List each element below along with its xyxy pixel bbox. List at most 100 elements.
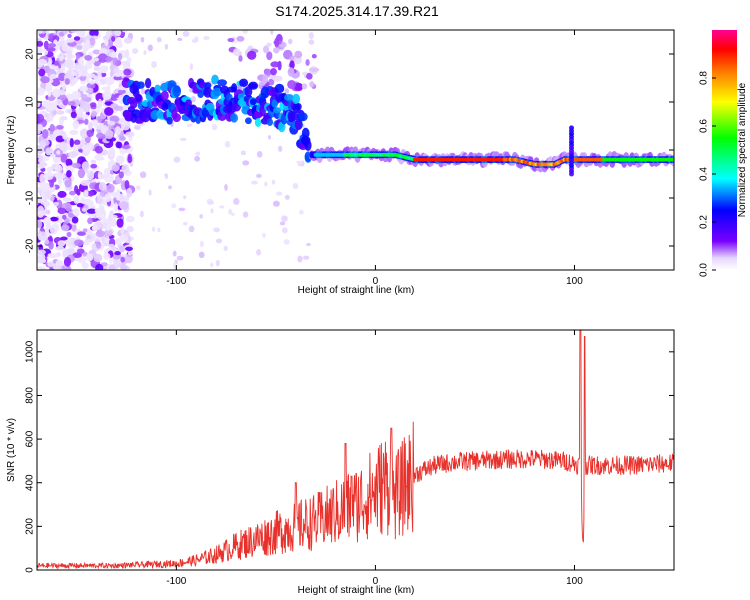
colorbar-label: Normalized spectral amplitude <box>737 82 748 217</box>
noise-blob <box>189 63 194 71</box>
noise-blob <box>138 123 145 127</box>
noise-blob <box>76 202 84 208</box>
noise-blob <box>48 134 57 142</box>
noise-blob <box>228 208 232 215</box>
spectrogram-x-tick-label: 100 <box>566 276 583 287</box>
noise-blob <box>37 230 42 241</box>
noise-blob <box>275 191 283 196</box>
snr-x-tick-label: 0 <box>373 576 379 587</box>
noise-blob <box>168 185 172 190</box>
noise-blob <box>121 164 130 174</box>
noise-blob <box>50 216 58 222</box>
ridge-blob <box>137 81 145 89</box>
noise-blob <box>103 252 111 260</box>
noise-blob <box>76 30 86 38</box>
spectrogram-y-tick-label: -10 <box>25 190 36 205</box>
noise-blob <box>123 37 133 44</box>
ridge-blob <box>212 87 223 97</box>
ridge-blob <box>231 83 238 93</box>
noise-blob <box>67 248 76 254</box>
noise-blob <box>65 158 73 167</box>
noise-blob <box>114 30 122 37</box>
noise-blob <box>171 203 177 209</box>
noise-blob <box>60 115 68 121</box>
noise-blob <box>55 143 60 150</box>
noise-blob <box>49 180 54 188</box>
spectrogram-marks <box>37 30 674 270</box>
noise-blob <box>57 178 63 186</box>
ridge-blob <box>295 103 302 111</box>
noise-blob <box>37 58 48 66</box>
noise-blob <box>74 68 83 78</box>
noise-blob <box>77 58 85 64</box>
noise-blob <box>284 88 290 94</box>
noise-blob <box>294 50 303 59</box>
noise-blob <box>37 30 43 34</box>
snr-frame <box>36 329 675 571</box>
snr-y-label: SNR (10 * v/v) <box>6 418 17 482</box>
noise-blob <box>99 65 108 74</box>
noise-blob <box>88 122 93 132</box>
noise-blob <box>57 240 66 247</box>
noise-blob <box>116 141 123 149</box>
noise-blob <box>72 119 79 130</box>
spectrogram-x-tick-label: -100 <box>166 276 186 287</box>
noise-blob <box>70 30 79 33</box>
noise-blob <box>37 129 41 135</box>
noise-blob <box>49 153 56 158</box>
noise-blob <box>37 255 43 264</box>
noise-blob <box>198 251 205 259</box>
ridge-blob <box>166 116 173 125</box>
noise-blob <box>186 123 193 128</box>
ridge-blob <box>172 113 181 123</box>
noise-blob <box>151 226 156 232</box>
ridge-blob <box>217 79 227 87</box>
noise-blob <box>164 43 169 50</box>
noise-blob <box>62 133 68 140</box>
noise-blob <box>37 40 44 47</box>
noise-blob <box>64 58 74 69</box>
noise-blob <box>236 35 245 42</box>
noise-blob <box>292 183 299 189</box>
noise-blob <box>37 205 45 215</box>
noise-blob <box>126 215 135 223</box>
colorbar-tick-label: 0.4 <box>699 167 710 181</box>
noise-blob <box>124 179 130 190</box>
noise-blob <box>56 245 65 251</box>
noise-blob <box>60 174 66 179</box>
noise-blob <box>281 227 288 234</box>
noise-blob <box>95 92 104 102</box>
noise-blob <box>233 198 240 205</box>
noise-blob <box>86 129 94 138</box>
noise-blob <box>306 242 311 247</box>
noise-blob <box>238 55 243 62</box>
noise-blob <box>72 162 81 169</box>
ridge-blob <box>144 77 152 89</box>
noise-blob <box>68 212 74 218</box>
noise-blob <box>106 183 115 193</box>
noise-blob <box>113 202 118 212</box>
noise-blob <box>112 191 117 198</box>
noise-blob <box>40 182 46 190</box>
noise-blob <box>113 105 124 111</box>
noise-blob <box>124 253 133 264</box>
noise-blob <box>58 52 64 62</box>
noise-blob <box>85 253 94 262</box>
noise-blob <box>56 260 64 266</box>
noise-blob <box>40 100 48 107</box>
noise-blob <box>287 38 293 45</box>
noise-blob <box>108 243 115 249</box>
noise-blob <box>131 48 139 55</box>
noise-blob <box>224 140 231 148</box>
ridge-blob <box>273 107 282 114</box>
spectrogram-y-tick-label: 20 <box>25 48 36 60</box>
noise-blob <box>74 76 79 83</box>
noise-blob <box>271 179 276 185</box>
noise-blob <box>73 239 84 247</box>
noise-blob <box>58 93 67 101</box>
noise-blob <box>81 207 87 212</box>
noise-blob <box>105 30 113 38</box>
noise-blob <box>306 72 313 80</box>
noise-blob <box>93 66 101 72</box>
